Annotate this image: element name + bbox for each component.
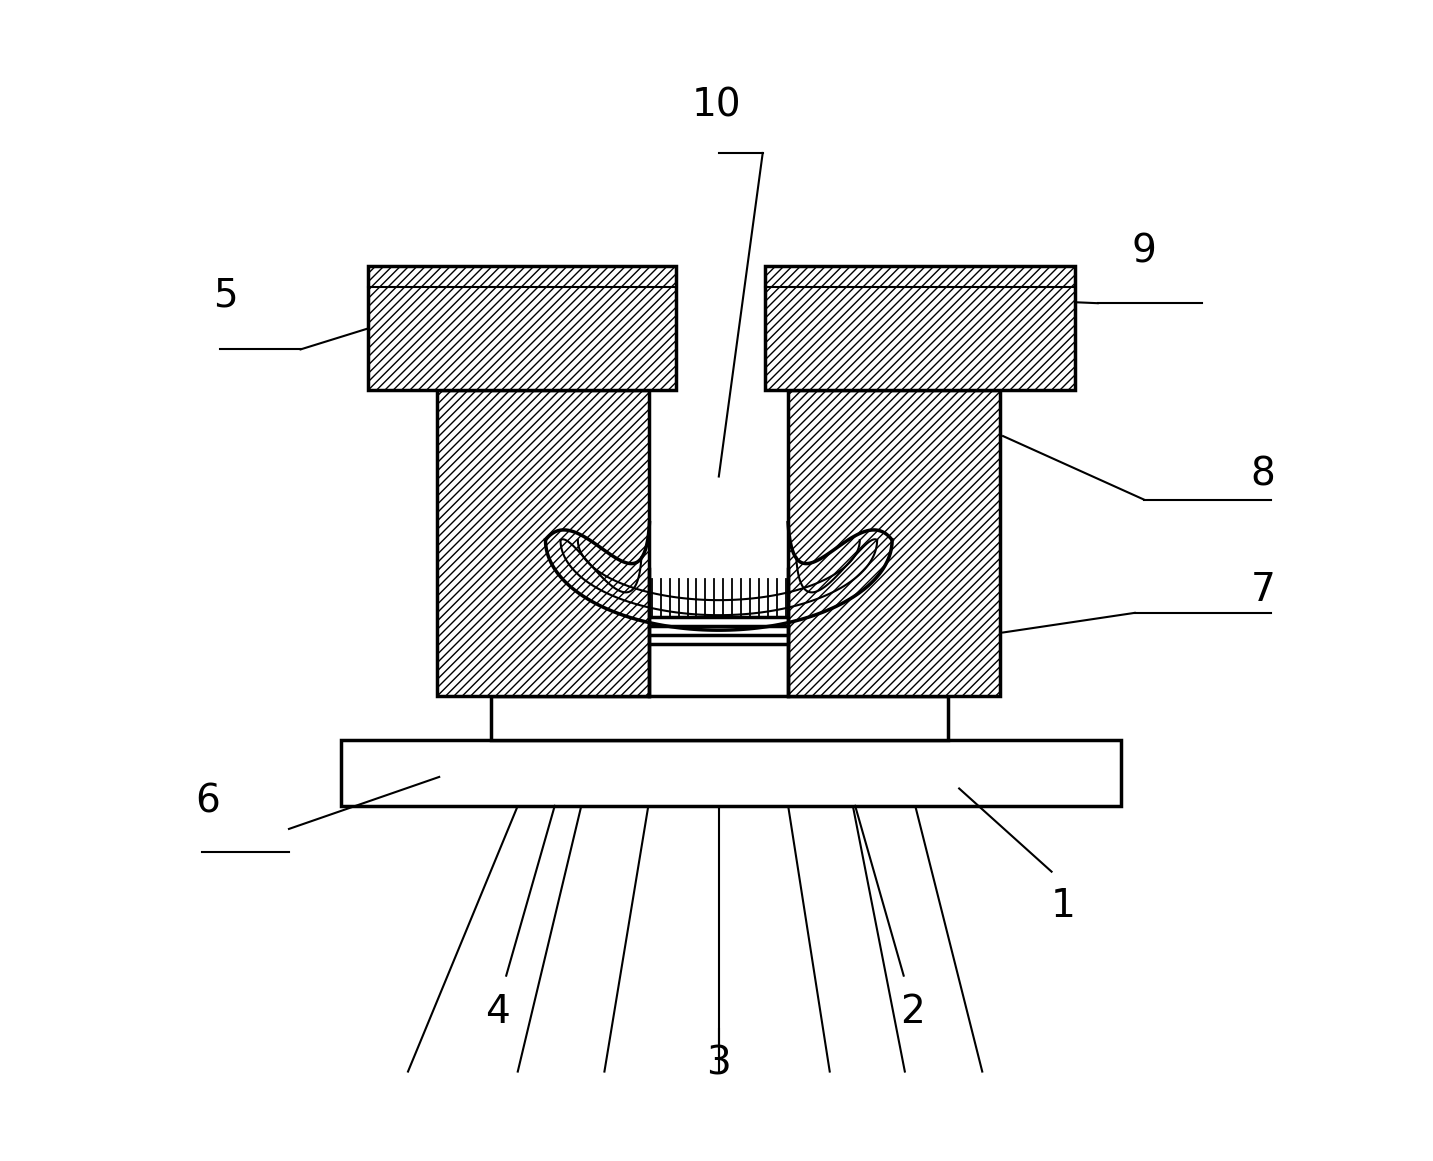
Bar [788, 390, 1000, 697]
Text: 7: 7 [1251, 571, 1275, 608]
Bar [437, 390, 649, 697]
Text: 3: 3 [706, 1045, 731, 1083]
Text: 9: 9 [1132, 233, 1156, 271]
Text: 10: 10 [692, 86, 741, 124]
Text: 4: 4 [484, 993, 509, 1031]
Bar [492, 697, 947, 740]
Text: 1: 1 [1050, 887, 1076, 924]
Text: 8: 8 [1251, 455, 1275, 493]
Text: 2: 2 [900, 993, 926, 1031]
Text: 6: 6 [196, 783, 221, 821]
Bar [341, 740, 1121, 806]
Bar [367, 266, 676, 390]
Bar [765, 266, 1075, 390]
Text: 5: 5 [214, 276, 238, 315]
